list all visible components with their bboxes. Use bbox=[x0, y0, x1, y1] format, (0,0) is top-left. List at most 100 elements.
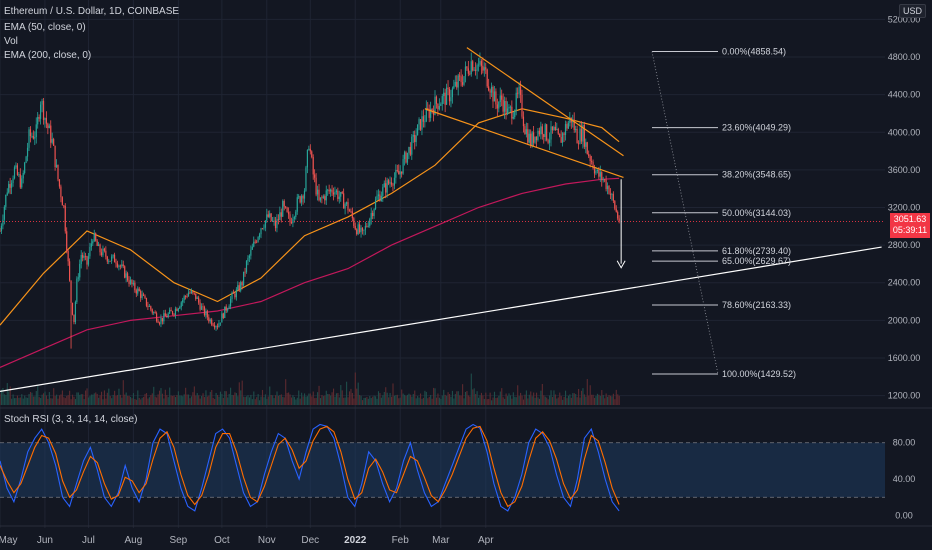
volume-bar bbox=[575, 393, 577, 405]
candle-body bbox=[556, 129, 558, 131]
volume-bar bbox=[259, 400, 261, 405]
volume-bar bbox=[496, 397, 498, 405]
volume-bar bbox=[238, 382, 240, 405]
volume-bar bbox=[257, 394, 259, 405]
candle-body bbox=[295, 211, 297, 217]
volume-bar bbox=[299, 398, 301, 405]
candle-body bbox=[403, 152, 406, 160]
candle-body bbox=[16, 165, 18, 175]
candle-body bbox=[348, 210, 351, 212]
volume-bar bbox=[280, 394, 282, 405]
volume-bar bbox=[267, 396, 269, 405]
ema50-line bbox=[0, 108, 620, 326]
volume-bar bbox=[504, 398, 506, 405]
candle-body bbox=[38, 116, 40, 119]
volume-bar bbox=[586, 379, 588, 405]
indicator-ema200-label[interactable]: EMA (200, close, 0) bbox=[4, 50, 92, 61]
volume-bar bbox=[0, 393, 1, 405]
volume-bar bbox=[193, 386, 195, 405]
candle-body bbox=[247, 257, 249, 262]
candle-body bbox=[428, 109, 430, 118]
candle-body bbox=[509, 106, 511, 108]
volume-bar bbox=[617, 394, 619, 405]
candle-body bbox=[472, 61, 474, 71]
volume-bar bbox=[485, 392, 487, 405]
volume-bar bbox=[475, 394, 477, 405]
candle-body bbox=[367, 225, 369, 227]
volume-bar bbox=[217, 394, 219, 405]
candle-body bbox=[512, 117, 514, 119]
volume-bar bbox=[340, 385, 342, 405]
candle-body bbox=[67, 250, 69, 262]
volume-bar bbox=[547, 399, 549, 405]
volume-bar bbox=[460, 395, 462, 405]
candle-body bbox=[524, 126, 526, 135]
candle-body bbox=[385, 183, 387, 193]
price-tick-label: 2400.00 bbox=[888, 278, 921, 288]
volume-bar bbox=[292, 395, 294, 405]
candle-body bbox=[354, 225, 356, 230]
volume-bar bbox=[508, 393, 510, 405]
volume-bar bbox=[199, 398, 201, 405]
volume-bar bbox=[350, 388, 352, 405]
candle-body bbox=[492, 86, 494, 102]
candle-body bbox=[241, 282, 243, 286]
candle-body bbox=[357, 224, 359, 235]
volume-bar bbox=[3, 394, 5, 405]
candle-body bbox=[615, 208, 617, 212]
volume-bar bbox=[227, 397, 229, 405]
last-price-tag: 3051.63 05:39:11 bbox=[890, 213, 930, 238]
candle-body bbox=[156, 313, 158, 321]
volume-bar bbox=[437, 393, 439, 405]
volume-bar bbox=[60, 394, 62, 405]
candle-body bbox=[411, 136, 413, 155]
volume-bar bbox=[344, 397, 346, 405]
candle-body bbox=[395, 169, 397, 178]
candle-body bbox=[499, 95, 501, 102]
volume-bar bbox=[425, 391, 427, 405]
price-tick-label: 5200.00 bbox=[888, 14, 921, 24]
currency-tag[interactable]: USD bbox=[898, 4, 926, 18]
candle-body bbox=[240, 282, 242, 291]
volume-bar bbox=[99, 395, 101, 405]
candle-body bbox=[280, 212, 282, 217]
candle-body bbox=[70, 280, 72, 303]
volume-bar bbox=[402, 393, 404, 405]
volume-bar bbox=[366, 396, 368, 405]
indicator-vol-label[interactable]: Vol bbox=[4, 36, 18, 47]
stoch-tick-label: 40.00 bbox=[893, 474, 916, 484]
candle-body bbox=[212, 324, 214, 326]
candle-body bbox=[12, 178, 14, 184]
candle-body bbox=[464, 66, 467, 77]
candle-body bbox=[234, 293, 236, 298]
volume-bar bbox=[221, 394, 223, 405]
candle-body bbox=[21, 178, 23, 188]
volume-bar bbox=[186, 394, 188, 405]
volume-bar bbox=[389, 392, 391, 405]
volume-bar bbox=[447, 392, 449, 405]
volume-bar bbox=[572, 393, 574, 405]
volume-bar bbox=[61, 390, 63, 405]
candle-body bbox=[244, 271, 246, 273]
candle-body bbox=[406, 152, 409, 163]
volume-bar bbox=[406, 394, 409, 405]
candle-body bbox=[488, 86, 490, 91]
candle-body bbox=[44, 118, 46, 120]
stoch-rsi-label[interactable]: Stoch RSI (3, 3, 14, 14, close) bbox=[4, 414, 138, 425]
candle-body bbox=[19, 174, 21, 188]
candle-body bbox=[338, 196, 340, 199]
indicator-ema50-label[interactable]: EMA (50, close, 0) bbox=[4, 22, 86, 33]
candle-body bbox=[269, 213, 271, 217]
candle-body bbox=[158, 322, 161, 324]
candle-body bbox=[392, 184, 394, 186]
candle-body bbox=[490, 86, 493, 93]
candle-body bbox=[0, 225, 3, 232]
volume-bar bbox=[456, 391, 458, 405]
candle-body bbox=[543, 134, 545, 138]
volume-bar bbox=[367, 398, 369, 405]
candle-body bbox=[127, 273, 129, 281]
volume-bar bbox=[446, 395, 448, 405]
volume-bar bbox=[90, 394, 92, 405]
volume-bar bbox=[205, 390, 207, 405]
